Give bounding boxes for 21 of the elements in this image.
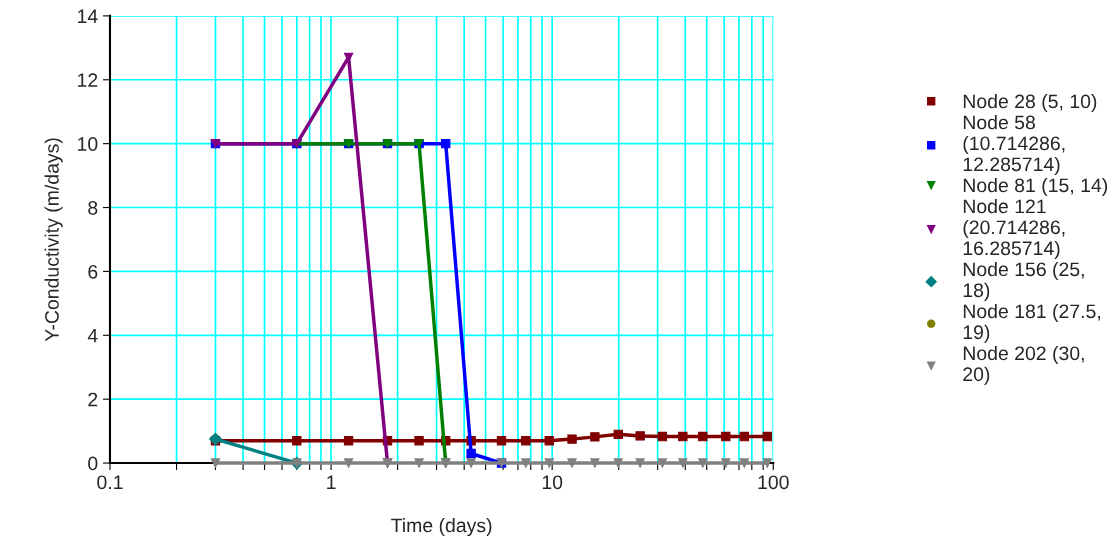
x-tick-label: 10 (542, 475, 563, 490)
x-tick-label: 0.1 (97, 475, 123, 490)
x-tick-label: 1 (327, 475, 336, 489)
y-axis-title: Y-Conductivity (m/days) (44, 138, 63, 342)
x-tick-label: 100 (758, 475, 789, 490)
y-tick-label: 8 (88, 201, 98, 215)
y-tick-label: 10 (78, 137, 98, 151)
legend-label: Node 156 (25, 18) (963, 261, 1084, 301)
y-tick-label: 6 (88, 264, 98, 279)
y-tick-label: 0 (88, 456, 98, 471)
legend-label: Node 81 (15, 14) (963, 177, 1108, 197)
legend-label: Node 58 (10.714286, 12.285714) (963, 115, 1065, 176)
legend-label: Node 28 (5, 10) (963, 93, 1097, 113)
y-tick-label: 12 (78, 73, 98, 87)
y-tick-label: 14 (78, 9, 98, 23)
x-axis-title: Time (days) (391, 517, 492, 537)
legend-label: Node 121 (20.714286, 16.285714) (963, 199, 1065, 259)
legend-label: Node 202 (30, 20) (963, 345, 1084, 385)
y-tick-label: 4 (87, 328, 98, 343)
legend-label: Node 181 (27.5, 19) (963, 303, 1100, 343)
y-tick-label: 2 (88, 392, 98, 407)
